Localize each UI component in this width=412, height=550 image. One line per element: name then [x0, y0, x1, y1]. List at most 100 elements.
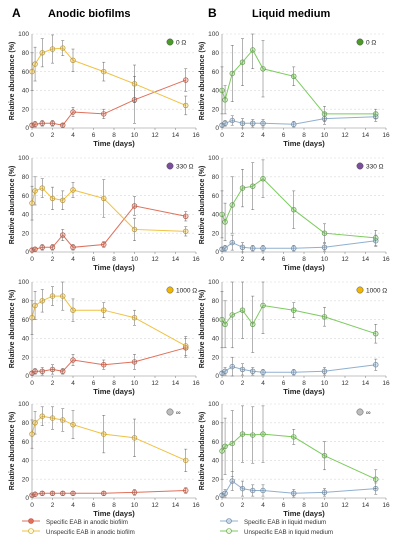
ytick-label: 80	[22, 420, 30, 427]
data-point	[229, 70, 235, 77]
data-point	[60, 293, 66, 299]
ytick-label: 20	[22, 230, 30, 237]
data-point	[70, 307, 76, 313]
data-point	[222, 120, 228, 127]
xtick-label: 14	[362, 380, 370, 387]
resistance-marker	[356, 38, 364, 46]
data-point	[219, 246, 225, 252]
xtick-label: 8	[112, 380, 116, 387]
ytick-label: 40	[22, 336, 30, 343]
xtick-label: 6	[92, 132, 96, 139]
xtick-label: 8	[302, 502, 306, 509]
ytick-label: 80	[212, 174, 220, 181]
xtick-label: 12	[341, 502, 349, 509]
data-point	[250, 47, 256, 53]
data-point	[229, 202, 235, 208]
data-point	[250, 120, 256, 127]
ytick-label: 80	[212, 420, 220, 427]
x-axis-label: Time (days)	[93, 509, 135, 518]
xtick-label: 0	[30, 132, 34, 139]
resistance-marker	[356, 286, 364, 294]
xtick-label: 2	[51, 502, 55, 509]
x-axis-label: Time (days)	[93, 139, 135, 148]
data-point	[70, 244, 76, 251]
xtick-label: 10	[321, 256, 329, 263]
data-point	[222, 368, 228, 374]
xtick-label: 14	[172, 380, 180, 387]
xtick-label: 8	[112, 256, 116, 263]
data-point	[131, 203, 138, 209]
ytick-label: 100	[208, 155, 219, 162]
data-point	[321, 489, 328, 496]
data-point	[70, 57, 76, 64]
data-point	[29, 492, 35, 498]
xtick-label: 14	[172, 132, 180, 139]
xtick-label: 4	[261, 256, 265, 263]
xtick-label: 4	[261, 502, 265, 509]
data-point	[32, 302, 38, 309]
data-point	[250, 432, 256, 438]
data-point	[131, 489, 138, 496]
xtick-label: 10	[321, 502, 329, 509]
subplot-B-3: 0 20 40 60 80 100 0 2 4 6 8 10 12 14 16 Time (days) Rela…	[199, 401, 390, 518]
xtick-label: 0	[220, 502, 224, 509]
data-point	[32, 368, 38, 374]
data-point	[39, 490, 45, 496]
resistance-marker	[166, 162, 174, 170]
data-point	[239, 185, 246, 191]
data-point	[39, 50, 45, 56]
data-point	[260, 66, 266, 72]
ytick-label: 40	[212, 212, 220, 219]
legend-left-0-marker	[28, 518, 34, 524]
ytick-label: 20	[22, 354, 30, 361]
panel-b-title: Liquid medium	[252, 8, 330, 20]
xtick-label: 14	[362, 256, 370, 263]
ytick-label: 60	[22, 69, 30, 76]
ytick-label: 0	[25, 495, 29, 502]
data-point	[29, 122, 35, 128]
data-point	[183, 213, 189, 219]
data-point	[60, 122, 66, 128]
data-point	[101, 195, 107, 202]
data-point	[291, 245, 297, 251]
data-point	[29, 247, 35, 253]
ytick-label: 100	[18, 31, 29, 38]
subplot-A-2: 0 20 40 60 80 100 0 2 4 6 8 10 12 14 16 Time (days) Rela…	[9, 279, 200, 396]
data-point	[321, 244, 328, 251]
ytick-label: 40	[22, 88, 30, 95]
xtick-label: 0	[220, 132, 224, 139]
data-point	[229, 239, 235, 246]
ytick-label: 20	[212, 106, 220, 113]
data-point	[321, 368, 328, 374]
x-axis-label: Time (days)	[283, 263, 325, 272]
data-point	[250, 487, 256, 494]
data-point	[373, 235, 379, 241]
data-point	[219, 122, 225, 128]
data-point	[131, 435, 138, 441]
xtick-label: 0	[30, 502, 34, 509]
ytick-label: 60	[212, 69, 220, 76]
data-point	[60, 368, 66, 374]
data-point	[291, 307, 297, 313]
data-point	[101, 431, 107, 437]
xtick-label: 4	[71, 502, 75, 509]
data-point	[260, 431, 266, 437]
data-point	[39, 368, 45, 374]
ytick-label: 40	[212, 88, 220, 95]
ytick-label: 60	[212, 439, 220, 446]
data-point	[373, 362, 379, 368]
ytick-label: 80	[22, 298, 30, 305]
data-point	[70, 490, 76, 496]
y-axis-label: Relative abundance (%)	[9, 166, 16, 245]
data-point	[219, 370, 225, 376]
legend-right-0-label: Specific EAB in liquid medium	[244, 519, 326, 526]
xtick-label: 16	[192, 256, 200, 263]
ytick-label: 80	[22, 50, 30, 57]
y-axis-label: Relative abundance (%)	[9, 42, 16, 121]
data-point	[49, 195, 56, 202]
resistance-marker	[356, 162, 364, 170]
ytick-label: 20	[22, 106, 30, 113]
ytick-label: 80	[212, 298, 220, 305]
data-point	[32, 121, 38, 127]
data-point	[131, 315, 138, 321]
